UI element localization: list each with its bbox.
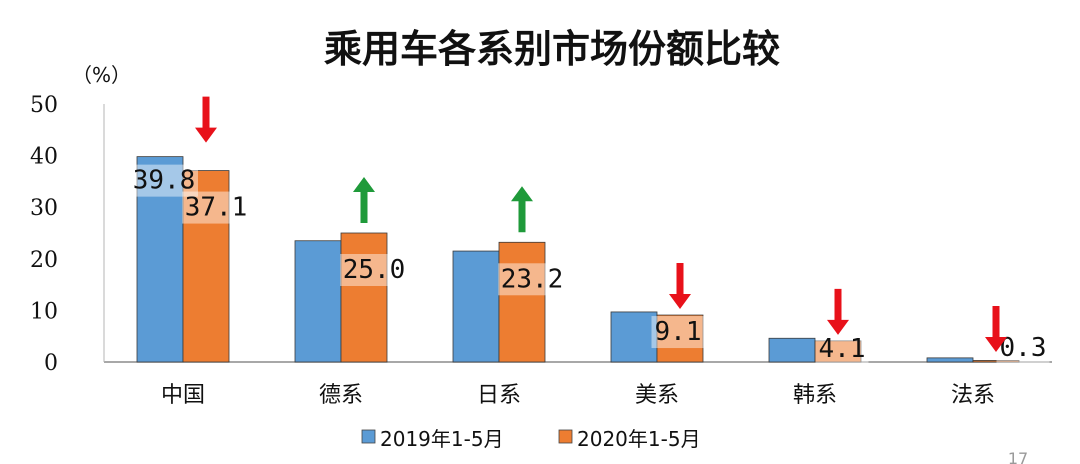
y-tick-label-40: 40 — [30, 145, 58, 170]
y-tick-label-0: 0 — [44, 351, 58, 376]
legend-label-2019: 2019年1-5月 — [380, 427, 504, 451]
data-label-bg-0 — [182, 191, 250, 224]
trend-arrow-down-icon-5 — [985, 306, 1007, 352]
data-label-2020-3: 9.1 — [655, 317, 702, 347]
legend: 2019年1-5月 2020年1-5月 — [361, 427, 701, 451]
bar-2020-1-5--3 — [656, 314, 704, 363]
data-label-2020-2: 23.2 — [501, 264, 564, 294]
x-axis-ticks: 中国 德系 日系 美系 韩系 法系 — [161, 383, 995, 408]
data-label-2019-0: 39.8 — [133, 166, 196, 196]
y-tick-label-50: 50 — [30, 93, 58, 118]
bar-2020-1-5--5 — [972, 360, 1020, 363]
legend-swatch-2020 — [558, 429, 573, 444]
x-tick-label-0: 中国 — [161, 383, 205, 408]
data-label-bg-1 — [340, 254, 408, 286]
bars-group — [136, 156, 1020, 363]
bar-2019-1-5--2 — [452, 250, 500, 363]
trend-arrow-up-icon-2 — [511, 186, 533, 233]
extra-label-bg-0 — [130, 164, 198, 197]
x-tick-label-2: 日系 — [477, 383, 521, 408]
trend-arrow-up-icon-1 — [353, 177, 375, 223]
legend-label-2020: 2020年1-5月 — [577, 427, 701, 451]
page-number: 17 — [1008, 449, 1028, 464]
data-labels-group: 37.1 25.0 23.2 9.1 4.1 0.3 39.8 — [130, 164, 1050, 365]
legend-swatch-2019 — [361, 429, 376, 444]
data-label-bg-4 — [815, 332, 869, 365]
x-tick-label-5: 法系 — [951, 383, 995, 408]
bar-2019-1-5--3 — [610, 311, 658, 363]
y-tick-label-20: 20 — [30, 248, 58, 273]
y-axis-unit-label: （%） — [72, 63, 131, 87]
trend-arrow-down-icon-0 — [195, 96, 217, 143]
bar-2019-1-5--1 — [294, 240, 342, 363]
bar-2020-1-5--1 — [340, 232, 388, 363]
bar-2019-1-5--0 — [136, 156, 184, 363]
data-label-bg-3 — [651, 316, 705, 349]
x-tick-label-4: 韩系 — [793, 383, 837, 408]
bar-2020-1-5--0 — [182, 170, 230, 363]
y-tick-label-10: 10 — [30, 299, 58, 324]
y-tick-label-30: 30 — [30, 196, 58, 221]
bar-2020-1-5--4 — [814, 340, 862, 363]
trend-arrow-down-icon-4 — [827, 288, 849, 335]
trend-arrows-group — [195, 96, 1007, 352]
data-label-2020-1: 25.0 — [343, 255, 406, 285]
data-label-2020-0: 37.1 — [185, 193, 248, 223]
y-axis-ticks: 0 10 20 30 40 50 — [30, 93, 58, 376]
bar-2019-1-5--5 — [926, 357, 974, 363]
x-tick-label-3: 美系 — [635, 383, 679, 408]
bar-2020-1-5--2 — [498, 241, 546, 363]
data-label-2020-5: 0.3 — [1000, 333, 1047, 363]
chart-title: 乘用车各系别市场份额比较 — [324, 27, 780, 71]
data-label-bg-2 — [498, 263, 566, 296]
x-tick-label-1: 德系 — [319, 383, 363, 408]
bar-2019-1-5--4 — [768, 337, 816, 363]
data-label-2020-4: 4.1 — [819, 334, 866, 364]
trend-arrow-down-icon-3 — [669, 263, 691, 310]
